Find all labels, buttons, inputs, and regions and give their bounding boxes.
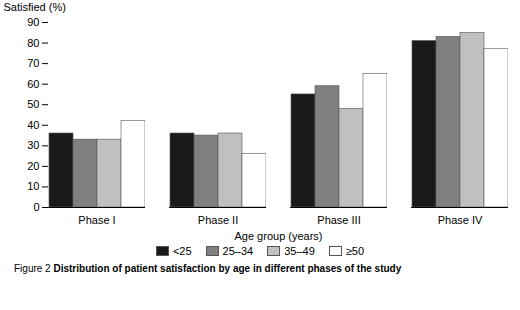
svg-text:Phase III: Phase III: [317, 214, 360, 226]
svg-text:60: 60: [27, 78, 39, 90]
html-text:35–49: 35–49: [284, 245, 315, 257]
svg-text:40: 40: [27, 119, 39, 131]
svg-text:20: 20: [27, 160, 39, 172]
html-text:<25: <25: [172, 245, 192, 257]
svg-text:30: 30: [27, 139, 39, 151]
svg-text:90: 90: [27, 16, 39, 28]
html-text:≥50: ≥50: [345, 245, 365, 257]
html-text:Figure 2 Distribution of patie: Figure 2 Distribution of patient satisfa…: [14, 263, 402, 274]
svg-text:Phase II: Phase II: [198, 214, 238, 226]
svg-text:Satisfied (%): Satisfied (%): [4, 1, 66, 13]
svg-text:0: 0: [33, 201, 39, 213]
svg-text:50: 50: [27, 98, 39, 110]
svg-text:Phase I: Phase I: [78, 214, 115, 226]
svg-text:10: 10: [27, 180, 39, 192]
svg-text:70: 70: [27, 57, 39, 69]
svg-text:Phase IV: Phase IV: [438, 214, 483, 226]
svg-text:Age group (years): Age group (years): [234, 230, 322, 242]
html-text:25–34: 25–34: [222, 245, 254, 257]
svg-text:80: 80: [27, 37, 39, 49]
